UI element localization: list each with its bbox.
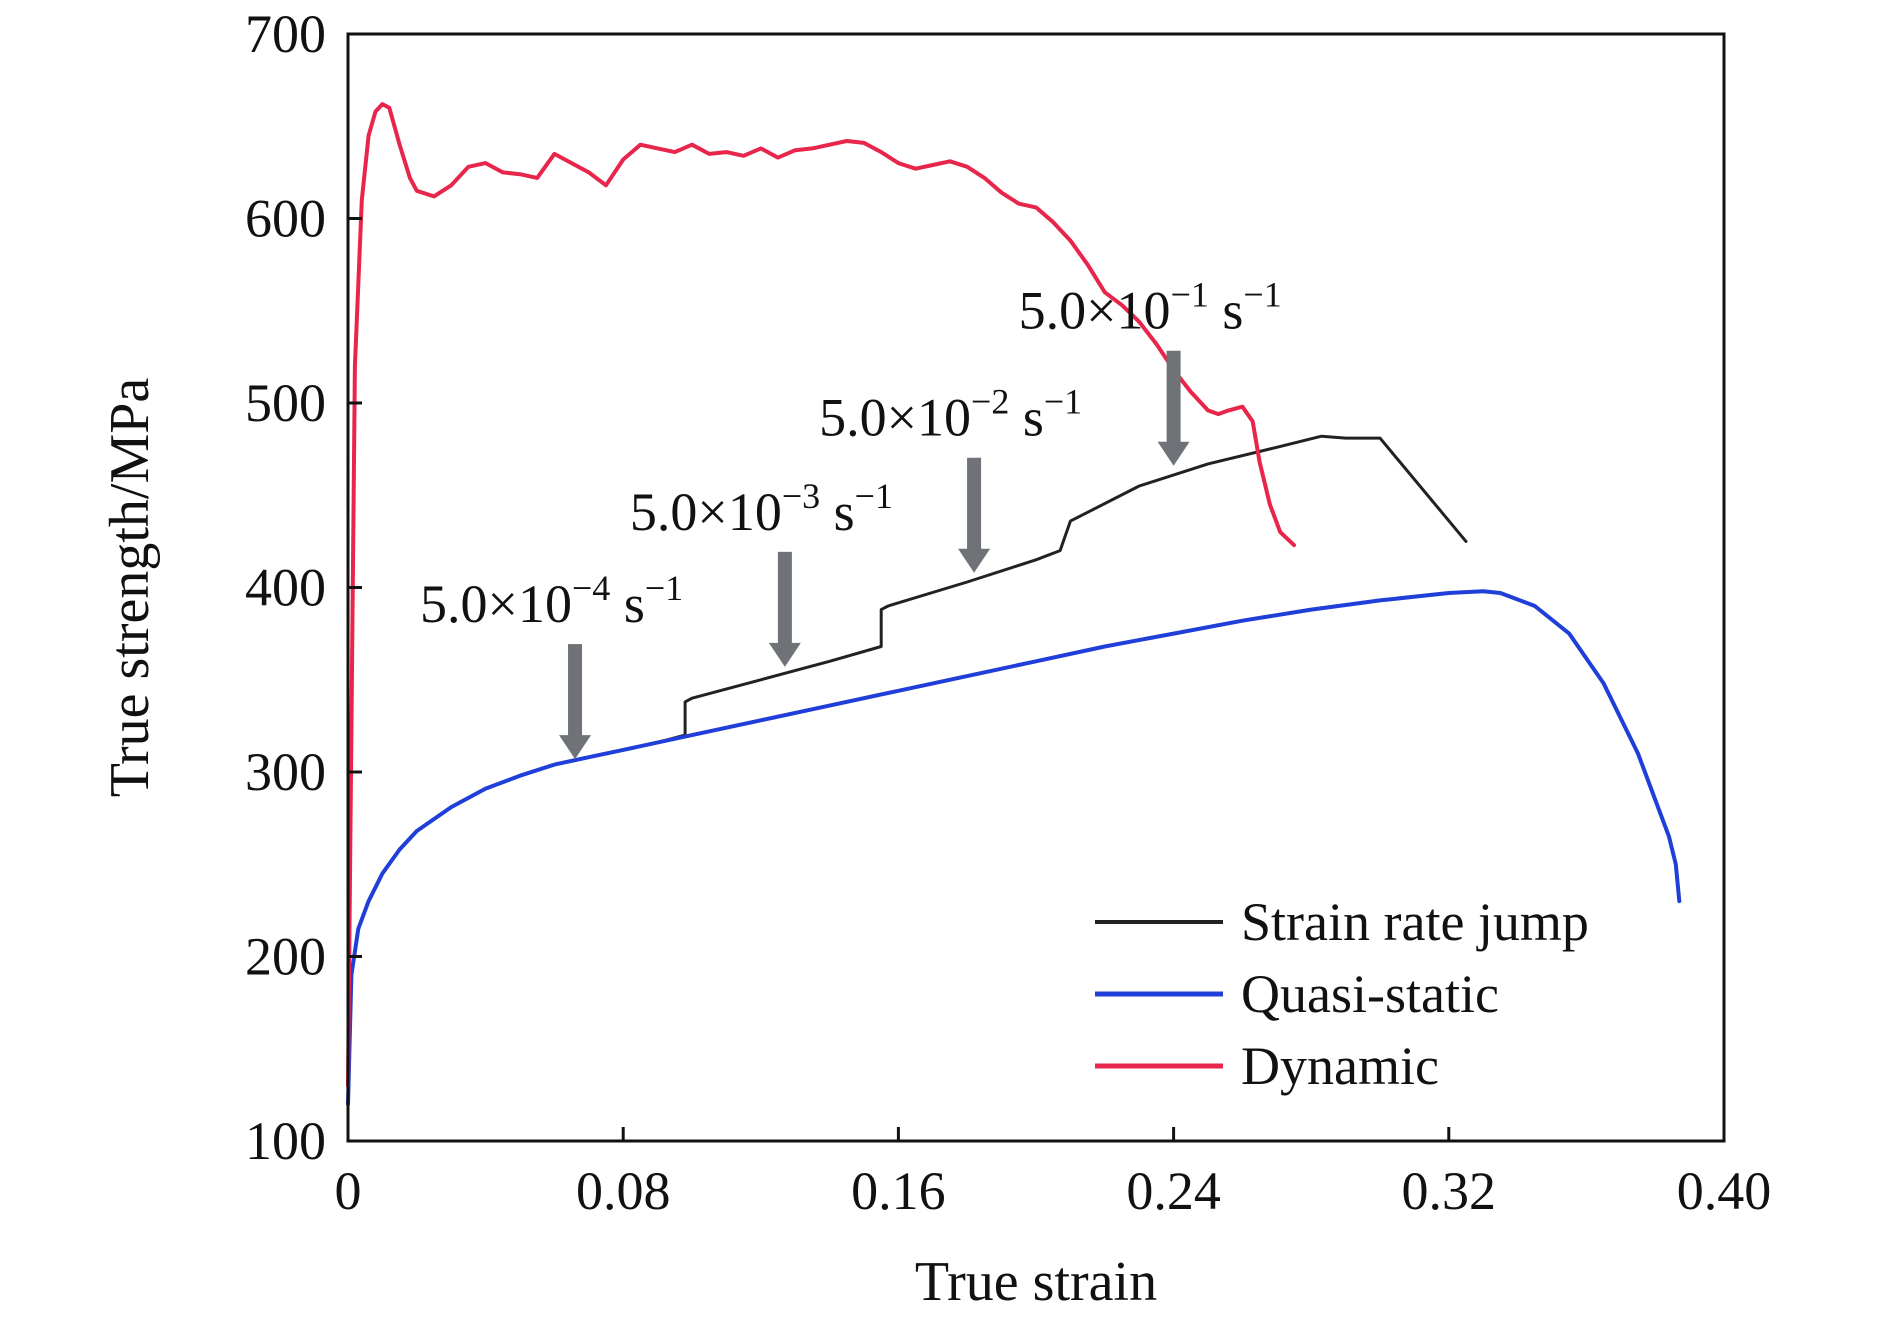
strain-rate-label: 5.0×10−2 s−1 — [819, 382, 1082, 448]
annotations-layer: 5.0×10−4 s−1 5.0×10−3 s−1 5.0×10−2 s−1 5.0×… — [420, 275, 1282, 760]
y-tick-label: 200 — [245, 927, 326, 987]
y-tick-label: 100 — [245, 1111, 326, 1171]
x-tick-label: 0.24 — [1126, 1161, 1221, 1221]
strain-rate-arrow — [559, 644, 592, 760]
curves-layer — [346, 102, 1682, 1107]
x-tick-label: 0.40 — [1677, 1161, 1772, 1221]
x-axis-title: True strain — [915, 1251, 1157, 1313]
legend-item: Quasi-static — [1095, 964, 1499, 1024]
legend-label: Dynamic — [1241, 1036, 1439, 1096]
x-tick-label: 0.16 — [851, 1161, 946, 1221]
y-axis-title: True strength/MPa — [99, 378, 161, 798]
y-tick-label: 400 — [245, 558, 326, 618]
strain-rate-arrow — [1157, 350, 1190, 466]
legend-label: Strain rate jump — [1241, 892, 1589, 952]
ticks-layer: 0 0.08 0.16 0.24 0.32 0.40 100 200 300 400 500 600 7… — [245, 4, 1771, 1221]
legend: Strain rate jump Quasi-static Dynamic — [1095, 892, 1589, 1096]
y-tick-label: 700 — [245, 4, 326, 64]
series-line-dynamic — [346, 102, 1296, 1088]
legend-label: Quasi-static — [1241, 964, 1499, 1024]
strain-rate-arrow — [958, 457, 991, 573]
y-tick-label: 300 — [245, 742, 326, 802]
series-line-quasi-static — [346, 589, 1682, 1107]
y-tick-label: 600 — [245, 189, 326, 249]
x-tick-label: 0 — [335, 1161, 362, 1221]
strain-rate-arrow — [768, 551, 801, 667]
strain-rate-label: 5.0×10−4 s−1 — [420, 568, 683, 634]
y-tick-label: 500 — [245, 373, 326, 433]
x-tick-label: 0.08 — [576, 1161, 671, 1221]
legend-item: Strain rate jump — [1095, 892, 1589, 952]
strain-rate-label: 5.0×10−1 s−1 — [1019, 275, 1282, 341]
strain-rate-label: 5.0×10−3 s−1 — [630, 476, 893, 542]
legend-item: Dynamic — [1095, 1036, 1439, 1096]
x-tick-label: 0.32 — [1402, 1161, 1497, 1221]
